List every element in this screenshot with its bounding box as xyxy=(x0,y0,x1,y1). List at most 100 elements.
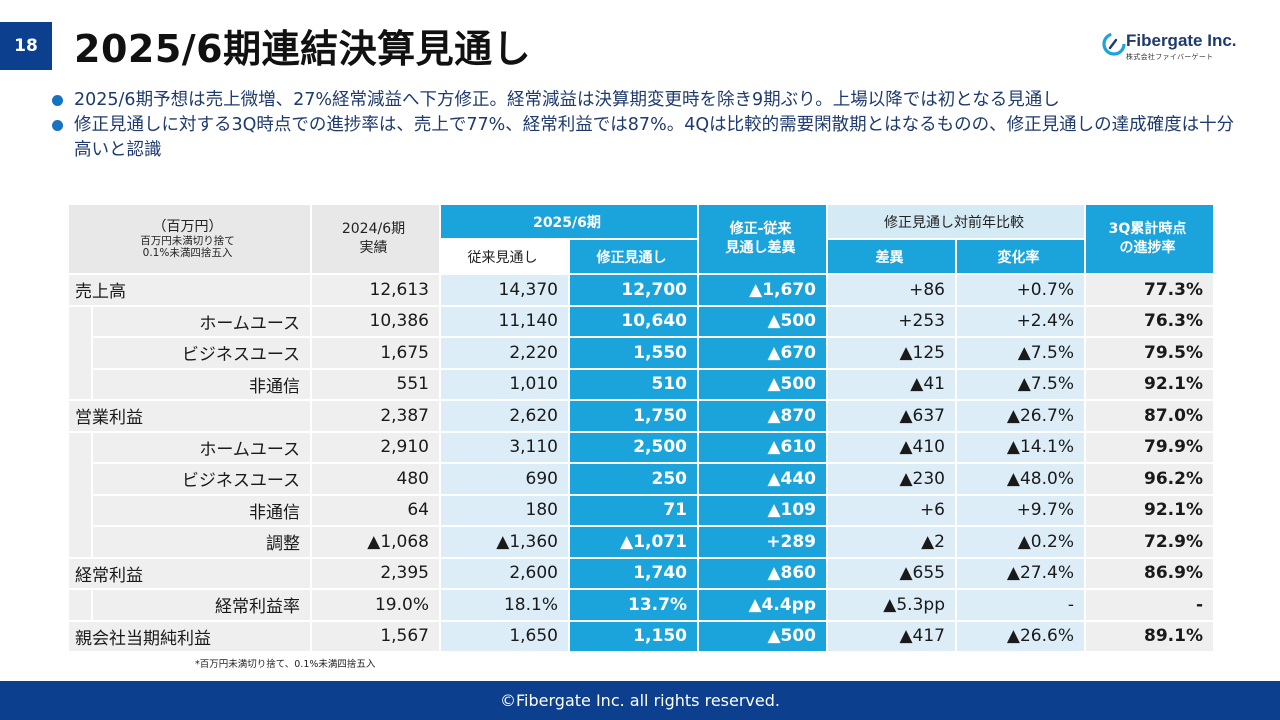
unit-header: （百万円） 百万円未満切り捨て 0.1%未満四捨五入 xyxy=(69,205,310,273)
revised-forecast-cell: 12,700 xyxy=(570,275,697,305)
row-label: ビジネスユース xyxy=(93,464,310,494)
table-row: 調整 ▲1,068 ▲1,360 ▲1,071 +289 ▲2 ▲0.2% 72.9% xyxy=(69,527,1213,557)
fy-header: 2025/6期 xyxy=(441,205,697,238)
progress-header: 3Q累計時点 の進捗率 xyxy=(1086,205,1213,273)
yoy-diff-cell: ▲637 xyxy=(828,401,955,431)
yoy-header: 修正見通し対前年比較 xyxy=(828,205,1084,238)
prev-forecast-header: 従来見通し xyxy=(441,240,568,273)
actual-cell: 10,386 xyxy=(312,306,439,336)
row-label: 売上高 xyxy=(69,275,310,305)
bullet-text: 修正見通しに対する3Q時点での進捗率は、売上で77%、経常利益では87%。4Qは… xyxy=(74,115,1235,160)
progress-cell: 72.9% xyxy=(1086,527,1213,557)
yoy-rate-cell: ▲14.1% xyxy=(957,432,1084,462)
bullet-text: 2025/6期予想は売上微増、27%経常減益へ下方修正。経常減益は決算期変更時を… xyxy=(74,90,1060,110)
revised-forecast-cell: 1,740 xyxy=(570,558,697,588)
prev-forecast-cell: 180 xyxy=(441,495,568,525)
actual-cell: 551 xyxy=(312,369,439,399)
row-label: 非通信 xyxy=(93,369,310,399)
progress-cell: 92.1% xyxy=(1086,495,1213,525)
revised-forecast-cell: 71 xyxy=(570,495,697,525)
progress-cell: 87.0% xyxy=(1086,401,1213,431)
unit-main: （百万円） xyxy=(152,218,223,235)
prev-forecast-cell: 690 xyxy=(441,464,568,494)
prev-forecast-cell: 2,600 xyxy=(441,558,568,588)
actual-cell: 1,675 xyxy=(312,338,439,368)
company-logo: Fibergate Inc. 株式会社ファイバーゲート xyxy=(1100,30,1250,66)
revised-forecast-cell: 13.7% xyxy=(570,590,697,620)
forecast-diff-cell: ▲870 xyxy=(699,401,826,431)
actual-cell: 64 xyxy=(312,495,439,525)
row-label: 経常利益 xyxy=(69,558,310,588)
forecast-diff-cell: ▲500 xyxy=(699,306,826,336)
bullet-item: 修正見通しに対する3Q時点での進捗率は、売上で77%、経常利益では87%。4Qは… xyxy=(52,113,1242,163)
progress-cell: 86.9% xyxy=(1086,558,1213,588)
copyright-footer: ©Fibergate Inc. all rights reserved. xyxy=(0,681,1280,720)
diff-header: 修正-従来 見通し差異 xyxy=(699,205,826,273)
revised-forecast-cell: 510 xyxy=(570,369,697,399)
actual-cell: 19.0% xyxy=(312,590,439,620)
revised-forecast-cell: 1,550 xyxy=(570,338,697,368)
table-row: 営業利益 2,387 2,620 1,750 ▲870 ▲637 ▲26.7% 87.0% xyxy=(69,401,1213,431)
row-label: ホームユース xyxy=(93,432,310,462)
yoy-diff-cell: +86 xyxy=(828,275,955,305)
unit-note-1: 百万円未満切り捨て xyxy=(140,234,235,247)
prev-forecast-cell: 1,010 xyxy=(441,369,568,399)
progress-cell: 77.3% xyxy=(1086,275,1213,305)
forecast-diff-cell: ▲670 xyxy=(699,338,826,368)
forecast-table: （百万円） 百万円未満切り捨て 0.1%未満四捨五入 2024/6期 実績 20… xyxy=(67,203,1215,653)
progress-cell: 79.9% xyxy=(1086,432,1213,462)
row-label: ビジネスユース xyxy=(93,338,310,368)
prev-forecast-cell: 14,370 xyxy=(441,275,568,305)
actual-cell: 480 xyxy=(312,464,439,494)
table-row: ビジネスユース 480 690 250 ▲440 ▲230 ▲48.0% 96.2% xyxy=(69,464,1213,494)
yoy-rate-cell: +0.7% xyxy=(957,275,1084,305)
yoy-diff-cell: ▲125 xyxy=(828,338,955,368)
yoy-rate-cell: - xyxy=(957,590,1084,620)
progress-cell: - xyxy=(1086,590,1213,620)
actual-header: 2024/6期 実績 xyxy=(312,205,439,273)
bullet-dot-icon xyxy=(52,120,63,131)
row-label: 非通信 xyxy=(93,495,310,525)
table-row: 親会社当期純利益 1,567 1,650 1,150 ▲500 ▲417 ▲26.6% 89.… xyxy=(69,621,1213,651)
forecast-diff-cell: +289 xyxy=(699,527,826,557)
progress-cell: 92.1% xyxy=(1086,369,1213,399)
yoy-rate-cell: ▲7.5% xyxy=(957,338,1084,368)
yoy-rate-cell: ▲0.2% xyxy=(957,527,1084,557)
logo-subtitle: 株式会社ファイバーゲート xyxy=(1126,53,1214,61)
actual-cell: 2,387 xyxy=(312,401,439,431)
revised-forecast-cell: 250 xyxy=(570,464,697,494)
revised-forecast-header: 修正見通し xyxy=(570,240,697,273)
page-title: 2025/6期連結決算見通し xyxy=(74,27,532,71)
table-row: 非通信 64 180 71 ▲109 +6 +9.7% 92.1% xyxy=(69,495,1213,525)
forecast-diff-cell: ▲500 xyxy=(699,369,826,399)
actual-cell: 2,910 xyxy=(312,432,439,462)
yoy-rate-cell: ▲48.0% xyxy=(957,464,1084,494)
row-label: 営業利益 xyxy=(69,401,310,431)
logo-name: Fibergate Inc. xyxy=(1126,31,1237,50)
bullet-dot-icon xyxy=(52,95,63,106)
forecast-diff-cell: ▲1,670 xyxy=(699,275,826,305)
yoy-diff-header: 差異 xyxy=(828,240,955,273)
table-row: 経常利益 2,395 2,600 1,740 ▲860 ▲655 ▲27.4% 86.9% xyxy=(69,558,1213,588)
yoy-diff-cell: ▲230 xyxy=(828,464,955,494)
yoy-diff-cell: +253 xyxy=(828,306,955,336)
forecast-diff-cell: ▲860 xyxy=(699,558,826,588)
forecast-diff-cell: ▲4.4pp xyxy=(699,590,826,620)
revised-forecast-cell: 1,750 xyxy=(570,401,697,431)
unit-note-2: 0.1%未満四捨五入 xyxy=(142,246,233,259)
revised-forecast-cell: ▲1,071 xyxy=(570,527,697,557)
yoy-rate-cell: +2.4% xyxy=(957,306,1084,336)
progress-cell: 79.5% xyxy=(1086,338,1213,368)
table-row: 売上高 12,613 14,370 12,700 ▲1,670 +86 +0.7% 77.3% xyxy=(69,275,1213,305)
table-row: ビジネスユース 1,675 2,220 1,550 ▲670 ▲125 ▲7.5% 79.5% xyxy=(69,338,1213,368)
prev-forecast-cell: 2,620 xyxy=(441,401,568,431)
yoy-rate-cell: ▲7.5% xyxy=(957,369,1084,399)
fibergate-logo-icon xyxy=(1102,32,1126,56)
actual-cell: 1,567 xyxy=(312,621,439,651)
prev-forecast-cell: 1,650 xyxy=(441,621,568,651)
indent-spacer xyxy=(69,432,91,557)
bullet-item: 2025/6期予想は売上微増、27%経常減益へ下方修正。経常減益は決算期変更時を… xyxy=(52,88,1242,113)
yoy-diff-cell: ▲5.3pp xyxy=(828,590,955,620)
yoy-rate-cell: ▲26.6% xyxy=(957,621,1084,651)
prev-forecast-cell: 11,140 xyxy=(441,306,568,336)
